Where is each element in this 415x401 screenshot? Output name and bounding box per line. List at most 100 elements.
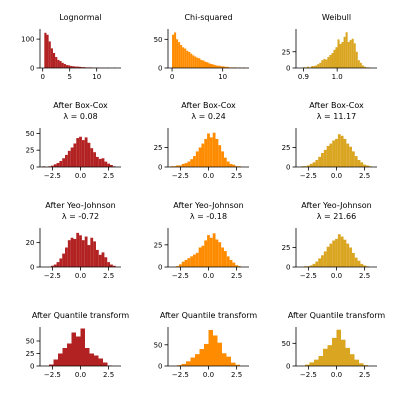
- histogram-bar: [314, 359, 319, 366]
- histogram-bar: [56, 162, 60, 167]
- histogram-bar: [315, 159, 319, 167]
- y-tick-label: 25: [26, 147, 35, 155]
- histogram-bar: [184, 259, 188, 267]
- histogram-bar: [346, 143, 350, 167]
- x-tick-label: 10: [218, 73, 227, 81]
- y-tick-label: 0: [286, 164, 290, 172]
- histogram-bar: [345, 347, 350, 366]
- x-tick-label: 10: [92, 73, 101, 81]
- histogram-panel: −2.5 0.0 2.5 0 25 After Yeo-Johnson λ = -0.18: [154, 201, 249, 280]
- histogram-bar: [309, 163, 313, 167]
- histogram-bar: [59, 160, 63, 167]
- y-tick-label: 25: [282, 48, 291, 56]
- histogram-bar: [98, 358, 103, 366]
- histogram-bar: [340, 135, 344, 167]
- histogram-bar: [210, 63, 213, 68]
- histogram-bar: [81, 67, 84, 68]
- histogram-bar: [52, 52, 56, 68]
- histogram-bar: [349, 247, 352, 267]
- histogram-bar: [212, 132, 216, 167]
- panel-title: λ = 0.24: [191, 112, 225, 121]
- histogram-bar: [196, 57, 199, 68]
- x-tick-label: −2.5: [172, 371, 189, 379]
- histogram-bar: [104, 161, 108, 167]
- histogram-bar: [222, 353, 227, 366]
- y-tick-label: 0: [286, 65, 290, 73]
- histogram-bar: [354, 156, 358, 167]
- x-tick-label: 2.5: [103, 272, 114, 280]
- histogram-bar: [78, 66, 82, 68]
- histogram-bar: [215, 138, 219, 167]
- histogram-bar: [318, 156, 322, 167]
- y-tick-label: 0: [30, 264, 34, 272]
- x-tick-label: 2.5: [231, 371, 242, 379]
- histogram-bar: [321, 60, 324, 68]
- y-tick-label: 0: [30, 164, 34, 172]
- histogram-bar: [232, 262, 236, 267]
- histogram-bar: [363, 164, 367, 167]
- histogram-bar: [199, 349, 204, 366]
- histogram-bar: [68, 65, 71, 68]
- histogram-bar: [357, 60, 360, 68]
- histogram-bar: [200, 59, 203, 68]
- histogram-bar: [110, 264, 113, 267]
- histogram-bar: [349, 146, 352, 167]
- histogram-bar: [309, 265, 313, 267]
- x-tick-label: 0.0: [203, 371, 214, 379]
- histogram-bar: [347, 42, 350, 68]
- histogram-panel: 0 10 0 50 Chi-squared: [154, 13, 249, 81]
- histogram-bar: [195, 354, 200, 366]
- histogram-bar: [176, 39, 179, 68]
- histogram-bar: [112, 265, 116, 267]
- x-tick-label: −2.5: [44, 272, 61, 280]
- histogram-bar: [67, 343, 72, 366]
- histogram-bar: [76, 336, 81, 366]
- histogram-bar: [312, 263, 316, 267]
- y-tick-label: 50: [154, 36, 163, 44]
- histogram-bar: [351, 38, 354, 68]
- histogram-bar: [59, 61, 62, 68]
- histogram-bar: [59, 258, 63, 267]
- panel-title: Lognormal: [59, 13, 101, 22]
- histogram-bar: [192, 55, 195, 68]
- histogram-bar: [360, 162, 364, 167]
- y-tick-label: 0: [286, 363, 290, 371]
- histogram-panel: −2.5 0.0 2.5 0 25 50 After Quantile transform: [26, 311, 130, 379]
- x-tick-label: 2.5: [359, 172, 370, 180]
- histogram-bar: [195, 151, 199, 167]
- histogram-bar: [315, 261, 319, 267]
- histogram-bar: [65, 154, 68, 167]
- panel-title: After Yeo-Johnson: [301, 201, 371, 210]
- histogram-bar: [172, 34, 175, 68]
- y-tick-label: 25: [154, 144, 163, 152]
- histogram-bar: [81, 140, 85, 167]
- histogram-bar: [313, 66, 316, 68]
- histogram-bar: [206, 62, 209, 68]
- y-tick-label: 50: [26, 338, 35, 346]
- histogram-bar: [341, 339, 346, 366]
- x-tick-label: −2.5: [172, 172, 189, 180]
- histogram-bar: [55, 57, 58, 68]
- histogram-bar: [67, 150, 71, 167]
- histogram-bar: [343, 36, 346, 68]
- y-tick-label: 25: [282, 244, 291, 252]
- histogram-bar: [222, 66, 225, 68]
- histogram-bar: [195, 252, 199, 267]
- histogram-panel: −2.5 0.0 2.5 0 25 After Box-Cox λ = 11.17: [282, 101, 377, 180]
- histogram-bar: [226, 256, 230, 267]
- histogram-bar: [213, 335, 218, 366]
- histogram-bar: [224, 66, 227, 68]
- histogram-bar: [323, 58, 326, 68]
- histogram-bar: [333, 49, 336, 68]
- panel-title: After Quantile transform: [288, 311, 386, 320]
- x-tick-label: −2.5: [172, 272, 189, 280]
- histogram-bar: [214, 65, 217, 68]
- histogram-bar: [178, 165, 182, 167]
- histogram-bar: [351, 252, 355, 267]
- histogram-panel: −2.5 0.0 2.5 0 50 After Quantile transform: [154, 311, 258, 379]
- histogram-bar: [204, 240, 208, 267]
- histogram-bar: [357, 159, 361, 167]
- histogram-bar: [221, 151, 224, 167]
- y-tick-label: 0: [158, 65, 162, 73]
